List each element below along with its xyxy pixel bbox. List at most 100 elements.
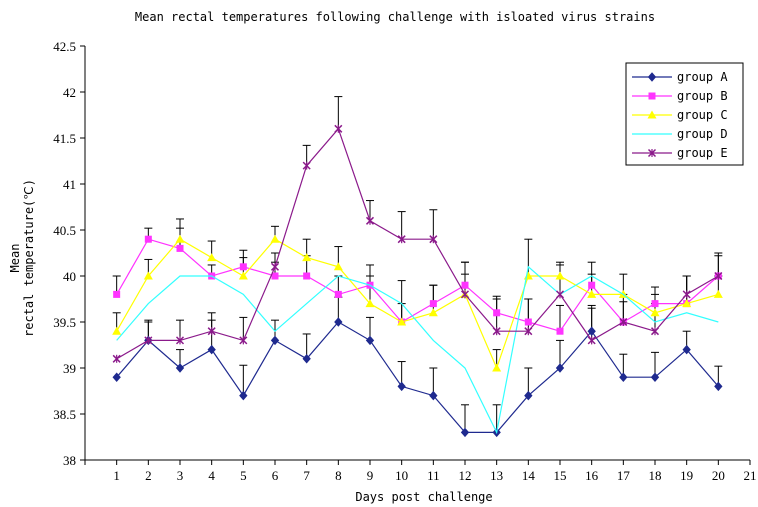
y-tick-label: 42.5 bbox=[53, 39, 76, 54]
data-point-group-a bbox=[207, 344, 216, 355]
data-point-group-e bbox=[175, 336, 185, 345]
data-point-group-e bbox=[682, 290, 691, 299]
series-line-group-c bbox=[116, 238, 719, 370]
data-point-group-e bbox=[587, 336, 596, 345]
y-tick-label: 41.5 bbox=[53, 131, 76, 146]
data-point-group-b bbox=[113, 290, 121, 298]
y-axis-label-line-1: Mean bbox=[8, 244, 22, 273]
data-point-group-c bbox=[333, 262, 343, 271]
legend: group A group B group C group D group E bbox=[625, 62, 744, 166]
data-point-group-a bbox=[397, 381, 406, 392]
x-tick-label: 21 bbox=[744, 468, 757, 483]
data-point-group-b bbox=[271, 272, 279, 280]
x-tick-label: 2 bbox=[145, 468, 152, 483]
data-point-group-e bbox=[524, 327, 533, 336]
data-point-group-a bbox=[270, 335, 280, 346]
data-point-group-a bbox=[650, 372, 660, 382]
data-point-group-b bbox=[303, 272, 311, 280]
data-point-group-e bbox=[239, 336, 248, 345]
data-point-group-b bbox=[429, 300, 437, 308]
x-tick-label: 8 bbox=[335, 468, 342, 483]
data-point-group-b bbox=[493, 309, 501, 317]
data-point-group-c bbox=[492, 363, 502, 372]
data-point-group-c bbox=[428, 308, 438, 317]
data-point-group-a bbox=[460, 427, 470, 438]
series-line-group-b bbox=[116, 238, 719, 332]
data-point-group-a bbox=[714, 381, 723, 392]
x-axis-label: Days post challenge bbox=[355, 490, 492, 504]
data-point-group-b bbox=[651, 300, 659, 308]
y-tick-label: 40 bbox=[63, 269, 76, 284]
y-axis-label: Mean rectal temperature(℃) bbox=[8, 179, 36, 337]
data-point-group-c bbox=[143, 271, 153, 280]
data-point-group-e bbox=[555, 290, 565, 299]
x-tick-label: 10 bbox=[395, 468, 408, 483]
data-point-group-a bbox=[175, 363, 185, 373]
data-point-group-c bbox=[555, 271, 565, 280]
y-tick-label: 38.5 bbox=[53, 407, 76, 422]
legend-label-group-c: group C bbox=[677, 108, 728, 122]
y-tick-label: 39 bbox=[63, 361, 76, 376]
y-tick-label: 38 bbox=[63, 453, 76, 468]
data-point-group-e bbox=[112, 354, 121, 363]
data-point-group-c bbox=[587, 289, 597, 298]
data-point-group-a bbox=[365, 335, 375, 346]
data-point-group-e bbox=[207, 327, 216, 336]
data-point-group-a bbox=[302, 354, 311, 364]
x-tick-label: 4 bbox=[208, 468, 215, 483]
data-point-group-b bbox=[556, 327, 564, 335]
x-tick-label: 18 bbox=[649, 468, 662, 483]
y-tick-label: 40.5 bbox=[53, 223, 76, 238]
x-tick-label: 5 bbox=[240, 468, 247, 483]
data-point-group-e bbox=[302, 161, 311, 170]
data-point-group-a bbox=[429, 390, 438, 401]
data-point-group-c bbox=[207, 253, 217, 262]
data-point-group-c bbox=[175, 234, 185, 243]
data-point-group-b bbox=[524, 318, 532, 326]
data-point-group-a bbox=[239, 390, 248, 401]
x-tick-label: 20 bbox=[712, 468, 725, 483]
y-tick-label: 39.5 bbox=[53, 315, 76, 330]
y-tick-label: 42 bbox=[63, 85, 76, 100]
legend-box bbox=[625, 62, 744, 166]
data-point-group-c bbox=[650, 308, 660, 317]
data-point-group-b bbox=[461, 281, 469, 289]
x-tick-label: 17 bbox=[617, 468, 631, 483]
x-tick-label: 12 bbox=[459, 468, 472, 483]
data-point-group-b bbox=[176, 244, 184, 252]
data-point-group-e bbox=[429, 235, 438, 244]
data-point-group-c bbox=[238, 271, 248, 280]
x-tick-label: 19 bbox=[680, 468, 693, 483]
x-tick-label: 3 bbox=[177, 468, 184, 483]
data-point-group-e bbox=[334, 124, 343, 133]
legend-marker-group-e bbox=[647, 148, 657, 158]
data-point-group-b bbox=[144, 235, 152, 243]
data-point-group-b bbox=[239, 263, 247, 271]
y-axis-label-line-2: rectal temperature(℃) bbox=[22, 179, 36, 337]
legend-marker-group-c bbox=[647, 110, 657, 119]
data-point-group-b bbox=[334, 290, 342, 298]
series-line-group-d bbox=[116, 265, 719, 435]
legend-marker-group-b bbox=[648, 92, 656, 100]
legend-label-group-a: group A bbox=[677, 70, 728, 84]
x-tick-label: 11 bbox=[427, 468, 440, 483]
data-point-group-e bbox=[460, 290, 470, 299]
x-tick-label: 1 bbox=[113, 468, 120, 483]
series-line-group-e bbox=[116, 127, 719, 360]
legend-label-group-b: group B bbox=[677, 89, 728, 103]
data-point-group-c bbox=[112, 326, 122, 335]
chart-title: Mean rectal temperatures following chall… bbox=[135, 10, 655, 24]
x-tick-label: 13 bbox=[490, 468, 503, 483]
legend-label-group-e: group E bbox=[677, 146, 728, 160]
data-point-group-b bbox=[588, 281, 596, 289]
data-point-group-a bbox=[619, 372, 628, 382]
data-point-group-a bbox=[682, 344, 691, 355]
data-point-group-e bbox=[365, 216, 375, 225]
x-tick-label: 9 bbox=[367, 468, 374, 483]
x-tick-label: 15 bbox=[554, 468, 567, 483]
data-point-group-e bbox=[492, 327, 501, 336]
data-point-group-a bbox=[334, 317, 343, 327]
x-tick-label: 16 bbox=[585, 468, 599, 483]
